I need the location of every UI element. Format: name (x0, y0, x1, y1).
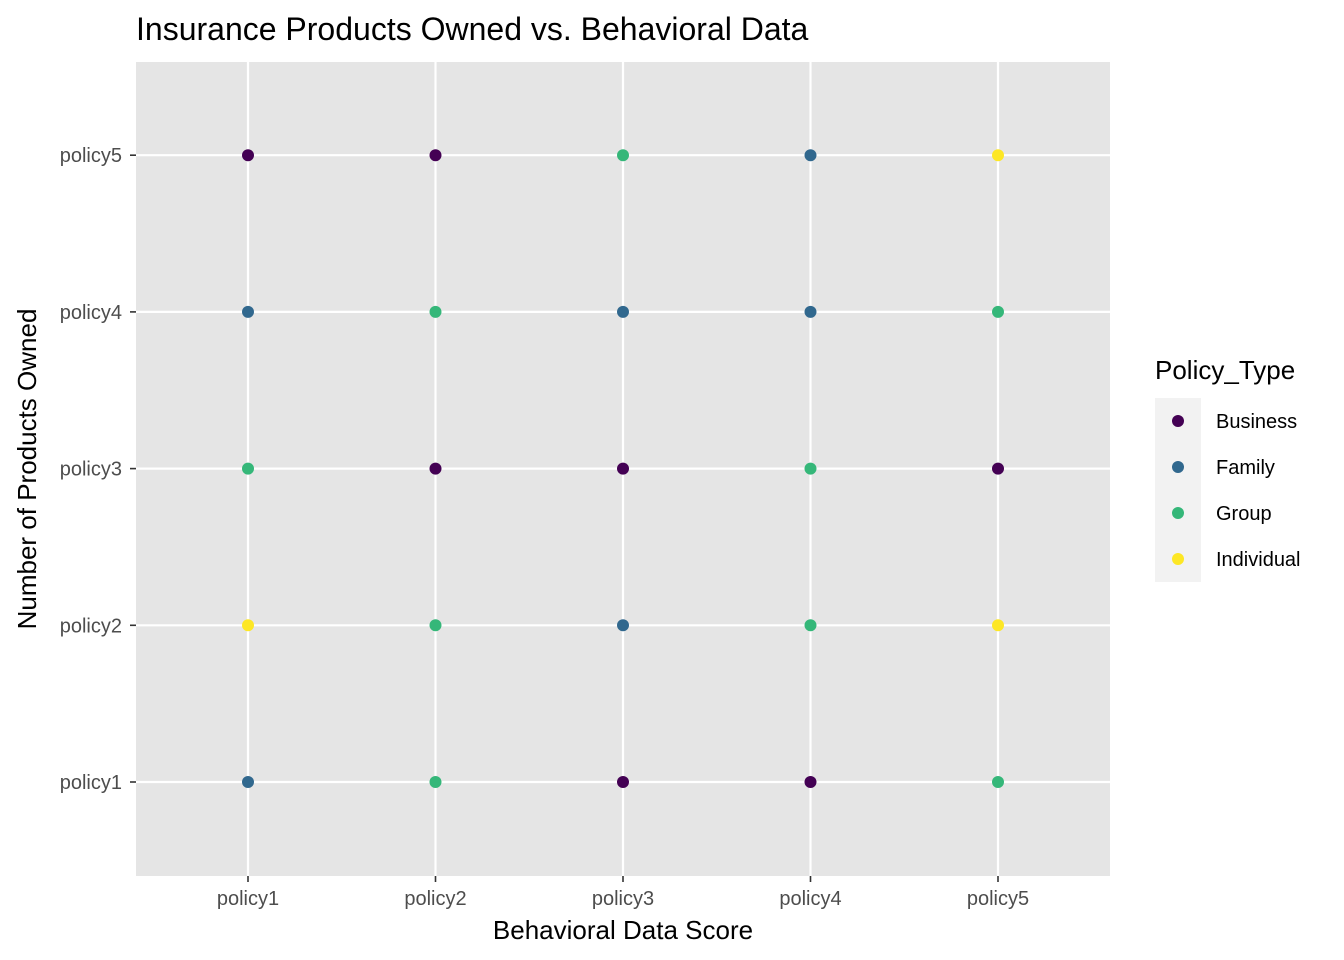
legend-key-family (1172, 461, 1184, 473)
data-point-group (804, 619, 817, 632)
x-tick-label: policy1 (217, 888, 279, 910)
y-tick-label: policy3 (60, 459, 122, 481)
data-point-group (429, 305, 442, 318)
data-point-group (429, 776, 442, 788)
data-point-business (992, 462, 1004, 475)
data-point-group (429, 619, 442, 632)
y-tick-label: policy4 (60, 302, 122, 324)
data-point-group (992, 305, 1004, 318)
data-point-family (242, 776, 254, 788)
legend-key-business (1172, 415, 1184, 427)
data-point-business (429, 462, 442, 475)
chart-title: Insurance Products Owned vs. Behavioral … (136, 11, 809, 47)
data-point-individual (992, 619, 1004, 632)
data-point-individual (242, 619, 254, 632)
data-point-group (804, 462, 817, 475)
y-axis-title: Number of Products Owned (12, 309, 42, 630)
data-point-business (617, 462, 629, 475)
x-axis-title: Behavioral Data Score (493, 915, 753, 945)
data-point-family (804, 149, 817, 162)
y-axis-ticks: policy1 policy2 policy3 policy4 policy5 (60, 145, 136, 794)
x-tick-label: policy2 (404, 888, 466, 910)
legend-label-business: Business (1216, 411, 1297, 433)
data-point-business (242, 149, 254, 162)
data-point-business (804, 776, 817, 788)
data-point-group (242, 462, 254, 475)
legend-label-group: Group (1216, 503, 1272, 525)
y-tick-label: policy5 (60, 145, 122, 167)
legend-key-background (1155, 398, 1201, 582)
legend: Policy_Type Business Family Group Individua… (1155, 355, 1301, 582)
legend-label-individual: Individual (1216, 549, 1301, 571)
data-point-family (242, 305, 254, 318)
x-axis-ticks: policy1 policy2 policy3 policy4 policy5 (217, 876, 1029, 910)
data-point-individual (992, 149, 1004, 162)
legend-title: Policy_Type (1155, 355, 1295, 385)
legend-label-family: Family (1216, 457, 1275, 479)
y-tick-label: policy1 (60, 772, 122, 794)
y-tick-label: policy2 (60, 615, 122, 637)
data-point-family (804, 305, 817, 318)
data-points (242, 149, 1004, 788)
data-point-group (992, 776, 1004, 788)
data-point-family (617, 305, 629, 318)
x-tick-label: policy3 (592, 888, 654, 910)
data-point-group (617, 149, 629, 162)
data-point-family (617, 619, 629, 632)
data-point-business (429, 149, 442, 162)
data-point-business (617, 776, 629, 788)
legend-key-group (1172, 507, 1184, 519)
x-tick-label: policy4 (779, 888, 841, 910)
legend-key-individual (1172, 553, 1184, 565)
x-tick-label: policy5 (967, 888, 1029, 910)
